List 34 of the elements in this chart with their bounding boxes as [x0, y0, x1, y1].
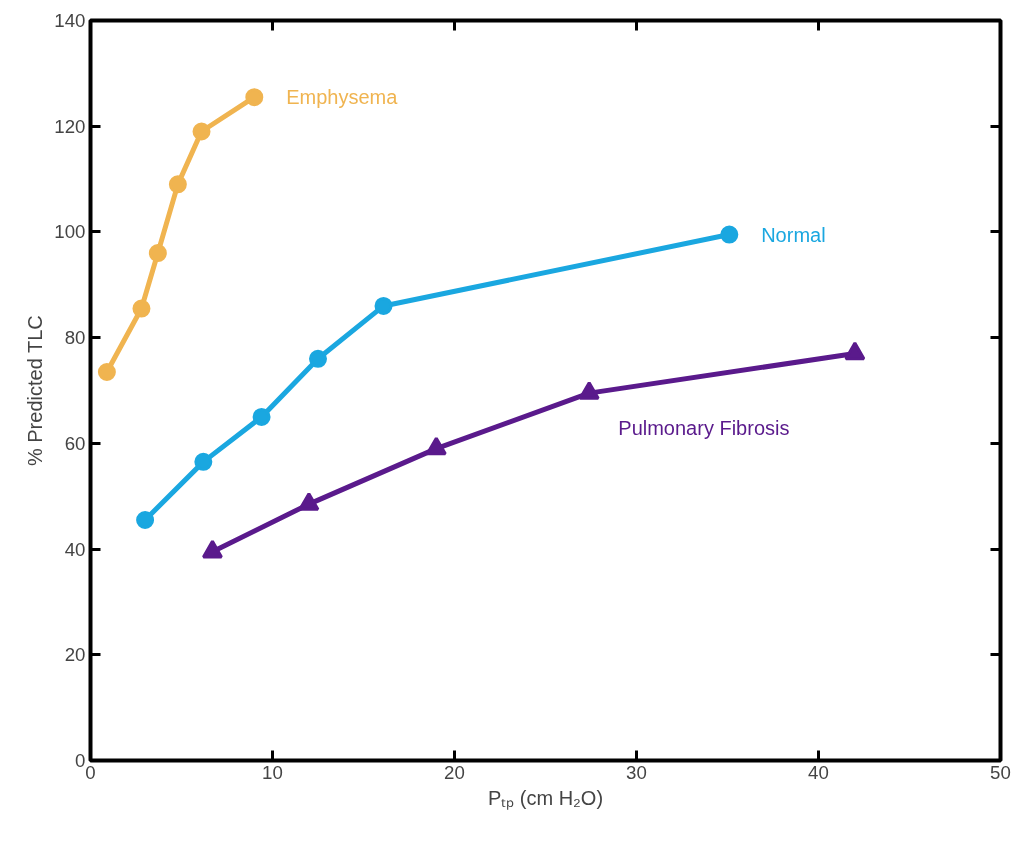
point — [252, 407, 271, 426]
point — [425, 436, 447, 456]
y-tick-label: 100 — [54, 221, 86, 243]
y-tick-label: 80 — [64, 327, 86, 349]
series-label: Emphysema — [286, 86, 399, 109]
x-tick-label: 30 — [626, 761, 647, 783]
y-tick-label: 60 — [64, 432, 86, 454]
point — [201, 539, 223, 559]
x-tick-label: 20 — [444, 761, 465, 783]
point — [720, 225, 739, 244]
series-label: Pulmonary Fibrosis — [618, 416, 790, 439]
x-tick-label: 50 — [990, 761, 1011, 783]
point — [309, 349, 327, 368]
y-tick-label: 20 — [64, 644, 86, 666]
point — [844, 341, 866, 361]
point — [132, 299, 151, 318]
series-label: Normal — [761, 223, 826, 246]
point — [136, 511, 155, 529]
y-axis-title: % Predicted TLC — [24, 315, 47, 467]
point — [194, 452, 213, 471]
point — [192, 122, 211, 141]
y-tick-label: 40 — [64, 538, 86, 560]
x-tick-label: 40 — [808, 761, 829, 783]
point — [148, 244, 167, 263]
point — [298, 492, 320, 511]
y-tick-label: 140 — [54, 10, 86, 31]
y-tick-label: 120 — [54, 115, 86, 137]
point — [245, 88, 264, 107]
point — [168, 175, 187, 194]
point — [97, 363, 116, 381]
x-tick-label: 10 — [262, 761, 283, 783]
x-axis-title: Pₜₚ (cm H₂O) — [487, 786, 604, 810]
point — [578, 381, 600, 400]
point — [374, 296, 393, 315]
